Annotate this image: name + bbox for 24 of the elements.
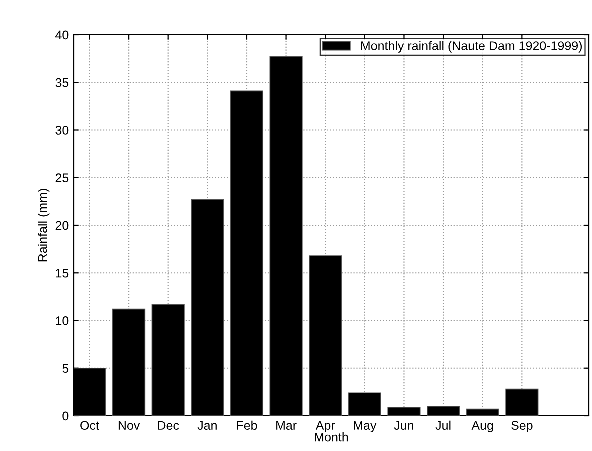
x-tick-label: May: [354, 421, 377, 433]
x-tick-label: Dec: [158, 421, 180, 430]
x-tick-label: Oct: [80, 421, 100, 430]
x-tick-label: Jan: [198, 421, 217, 430]
x-tick-label: Mar: [276, 421, 297, 430]
y-tick-label: 20: [56, 221, 69, 230]
x-tick-label: Jul: [436, 420, 451, 430]
x-tick-label: Nov: [118, 421, 140, 430]
x-tick-label: Apr: [316, 421, 336, 433]
x-axis-title: Month: [315, 432, 348, 442]
legend-label: Monthly rainfall (Naute Dam 1920-1999): [361, 41, 582, 53]
y-tick-label: 5: [62, 364, 69, 374]
y-tick-label: 40: [56, 30, 69, 40]
x-tick-label: Aug: [472, 421, 494, 433]
x-tick-label: Sep: [512, 421, 533, 433]
y-tick-label: 30: [56, 126, 69, 135]
y-tick-label: 10: [56, 316, 69, 326]
x-tick-label: Jun: [394, 421, 414, 430]
y-tick-label: 25: [56, 174, 69, 183]
y-tick-label: 0: [62, 412, 69, 421]
y-tick-label: 35: [56, 78, 69, 88]
x-tick-label: Feb: [237, 420, 258, 430]
y-axis-title: Rainfall (mm): [38, 189, 50, 262]
y-tick-label: 15: [56, 269, 69, 278]
